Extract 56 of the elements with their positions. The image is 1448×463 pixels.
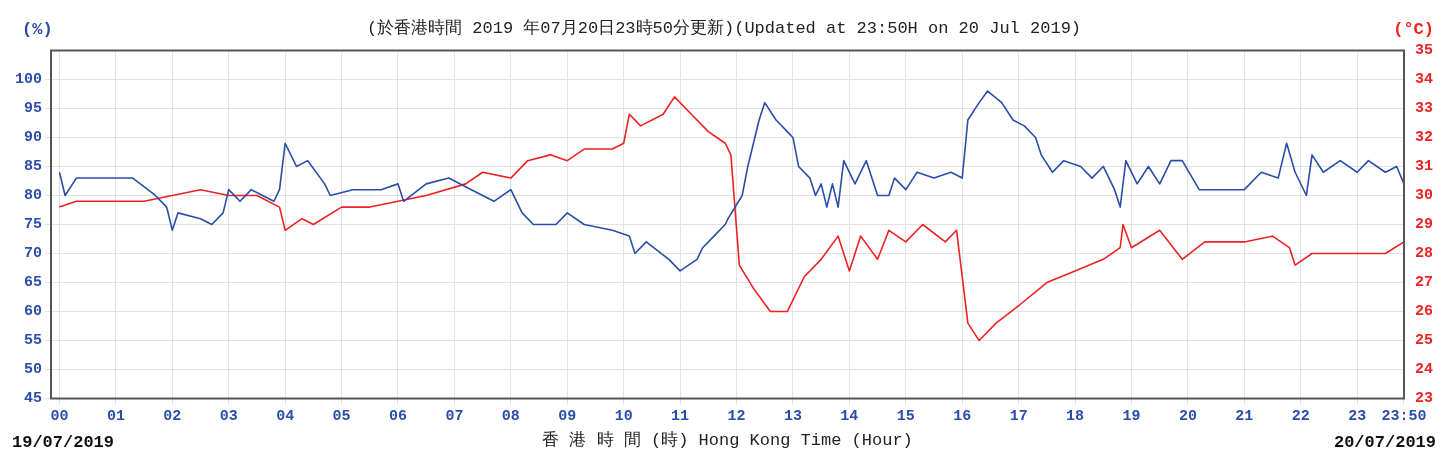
y2-tick-label: 26 <box>1415 303 1434 321</box>
x-tick-label: 02 <box>163 408 182 426</box>
y2-tick-label: 33 <box>1415 100 1434 118</box>
x-tick-label: 01 <box>106 408 125 426</box>
y2-axis-title: (°C) <box>1393 20 1434 40</box>
y2-tick-label: 27 <box>1415 274 1434 292</box>
x-tick-label: 22 <box>1291 408 1310 426</box>
x-tick-label: 16 <box>953 408 972 426</box>
x-axis-title: 香 港 時 間 (時) Hong Kong Time (Hour) <box>542 430 913 451</box>
y2-tick-label: 28 <box>1415 245 1434 263</box>
x-tick-label: 00 <box>50 408 69 426</box>
y2-tick-label: 30 <box>1415 187 1434 205</box>
x-tick-label: 12 <box>727 408 746 426</box>
x-tick-label: 18 <box>1066 408 1085 426</box>
y-tick-label: 70 <box>23 245 42 263</box>
y-tick-label: 90 <box>23 129 42 147</box>
y2-tick-label: 34 <box>1415 71 1434 89</box>
y2-tick-label: 32 <box>1415 129 1434 147</box>
x-tick-label: 08 <box>501 408 520 426</box>
x-tick-label: 09 <box>558 408 577 426</box>
y2-tick-label: 25 <box>1415 332 1434 350</box>
x-tick-label: 10 <box>614 408 633 426</box>
x-tick-label: 06 <box>388 408 408 426</box>
y-tick-label: 65 <box>23 274 42 292</box>
x-tick-label: 23:50 <box>1381 408 1427 426</box>
chart-title: (於香港時間 2019 年07月20日23時50分更新)(Updated at 23:50H on 20 Jul 2019) <box>366 17 1082 38</box>
x-tick-label: 17 <box>1009 408 1028 426</box>
x-tick-label: 20 <box>1178 408 1197 426</box>
y-tick-label: 100 <box>14 71 42 89</box>
x-tick-label: 04 <box>276 408 295 426</box>
y-tick-label: 85 <box>23 158 42 176</box>
x-tick-label: 15 <box>896 408 915 426</box>
x-tick-label: 19 <box>1122 408 1141 426</box>
x-tick-label: 21 <box>1235 408 1254 426</box>
x-tick-label: 03 <box>219 408 238 426</box>
y-tick-label: 50 <box>23 361 42 379</box>
y2-tick-label: 29 <box>1415 216 1434 234</box>
x-tick-label: 11 <box>671 408 690 426</box>
y-tick-label: 75 <box>23 216 42 234</box>
y2-tick-label: 31 <box>1415 158 1434 176</box>
text: 20/07/2019 <box>1333 433 1436 453</box>
x-tick-label: 07 <box>445 408 464 426</box>
text: 19/07/2019 <box>12 433 115 453</box>
y-tick-label: 80 <box>23 187 42 205</box>
y-axis-title: (%) <box>22 20 53 40</box>
x-tick-label: 05 <box>332 408 351 426</box>
y-tick-label: 55 <box>23 332 42 350</box>
y2-tick-label: 23 <box>1415 390 1434 408</box>
y-tick-label: 95 <box>23 100 42 118</box>
y2-tick-label: 35 <box>1415 42 1434 60</box>
y2-tick-label: 24 <box>1415 361 1434 379</box>
x-tick-label: 23 <box>1348 408 1367 426</box>
x-tick-label: 13 <box>783 408 802 426</box>
y-tick-label: 45 <box>23 390 42 408</box>
y-tick-label: 60 <box>23 303 42 321</box>
x-tick-label: 14 <box>840 408 859 426</box>
